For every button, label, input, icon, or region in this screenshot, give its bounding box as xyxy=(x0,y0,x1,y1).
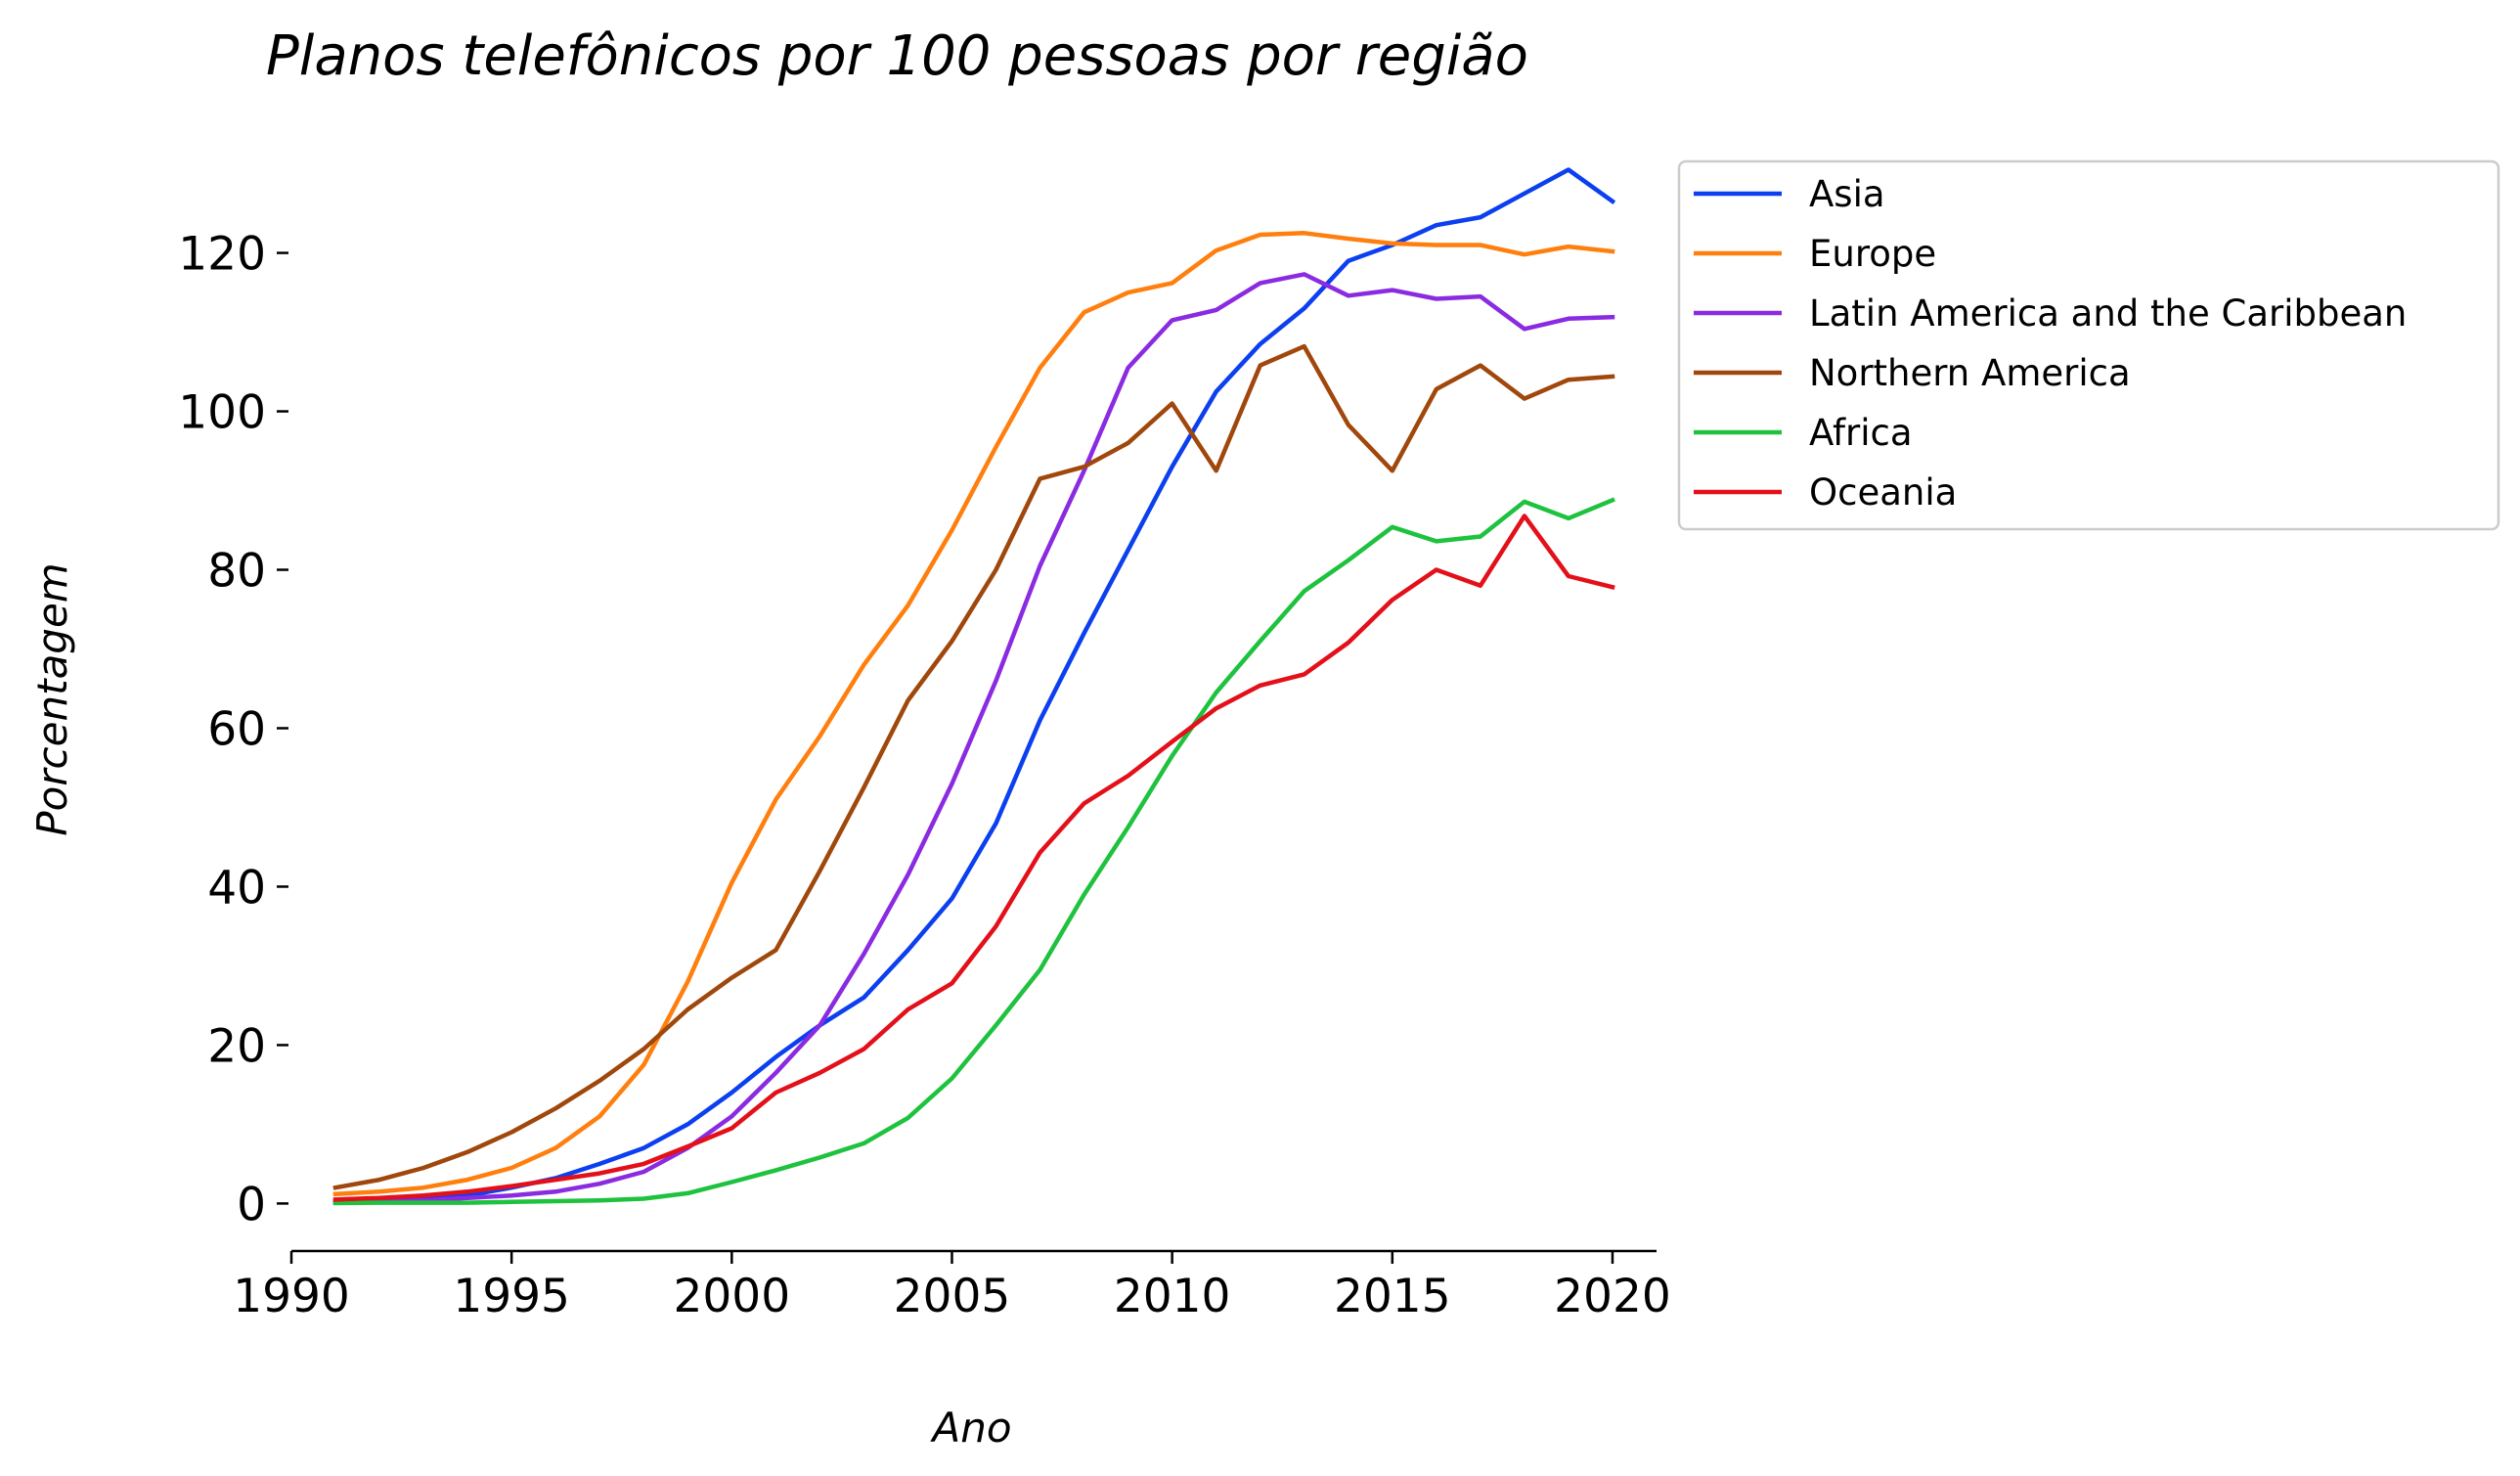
x-axis-ticks: 1990 1995 2000 2005 2010 2015 2020 xyxy=(233,1251,1671,1323)
y-tick-label: 80 xyxy=(207,545,266,599)
y-tick-label: 100 xyxy=(178,386,266,440)
plot-area: 0 20 40 60 80 100 120 1990 1995 2000 2005 2010 2015… xyxy=(178,167,1671,1323)
x-axis-title: Ano xyxy=(929,1404,1011,1452)
y-axis-title: Porcentagem xyxy=(28,562,76,835)
x-tick-label: 1995 xyxy=(453,1270,570,1323)
legend-label-northern-america: Northern America xyxy=(1809,352,2131,394)
series-line-asia xyxy=(332,167,1616,1205)
x-tick-label: 2015 xyxy=(1334,1270,1451,1323)
legend-label-asia: Asia xyxy=(1809,173,1885,215)
chart-title: Planos telefônicos por 100 pessoas por r… xyxy=(266,24,1528,88)
y-tick-label: 0 xyxy=(237,1178,266,1231)
x-tick-label: 2010 xyxy=(1114,1270,1231,1323)
y-tick-label: 40 xyxy=(207,861,266,915)
legend-label-oceania: Oceania xyxy=(1809,471,1957,514)
y-tick-label: 60 xyxy=(207,702,266,756)
legend-frame xyxy=(1677,159,2500,531)
series-lines xyxy=(332,167,1616,1206)
x-tick-label: 2000 xyxy=(674,1270,791,1323)
legend-label-latin-america-and-the-caribbean: Latin America and the Caribbean xyxy=(1809,292,2407,335)
legend: Asia Europe Latin America and the Caribbea… xyxy=(1677,159,2500,531)
series-line-oceania xyxy=(332,514,1615,1202)
legend-label-africa: Africa xyxy=(1809,412,1913,454)
x-tick-label: 1990 xyxy=(233,1270,350,1323)
y-axis-ticks: 0 20 40 60 80 100 120 xyxy=(178,228,288,1231)
x-tick-label: 2005 xyxy=(894,1270,1011,1323)
legend-items: Asia Europe Latin America and the Caribbea… xyxy=(1694,173,2407,514)
series-line-africa xyxy=(332,497,1615,1206)
y-tick-label: 20 xyxy=(207,1019,266,1073)
series-line-latin-america-and-the-caribbean xyxy=(332,272,1615,1205)
series-line-northern-america xyxy=(332,343,1615,1190)
y-tick-label: 120 xyxy=(178,228,266,282)
series-line-europe xyxy=(332,231,1615,1197)
legend-label-europe: Europe xyxy=(1809,233,1936,275)
x-tick-label: 2020 xyxy=(1554,1270,1671,1323)
